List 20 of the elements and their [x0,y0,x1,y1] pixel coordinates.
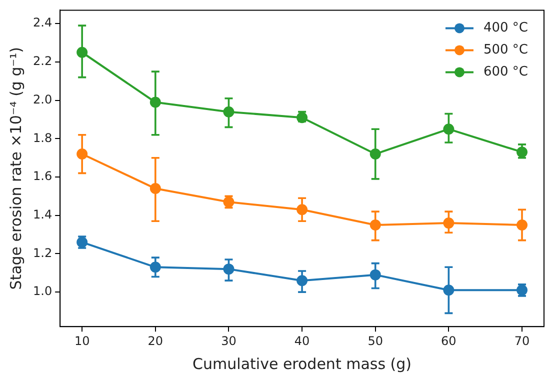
x-axis-title: Cumulative erodent mass (g) [192,354,412,373]
legend-label: 600 °C [483,64,528,80]
x-tick-label: 30 [221,334,236,348]
x-tick-label: 20 [148,334,164,348]
y-tick-label: 1.8 [32,130,52,145]
x-tick-label: 50 [368,334,384,348]
y-tick-label: 2.2 [32,54,52,68]
y-tick-label: 1.0 [32,284,52,298]
y-tick-label: 1.4 [32,208,52,222]
y-tick-label: 1.2 [32,246,52,260]
x-tick-label: 40 [294,334,310,348]
x-tick-label: 10 [74,334,90,348]
y-tick-label: 1.6 [32,169,52,184]
y-tick-label: 2.4 [32,16,52,30]
x-tick-label: 60 [441,334,456,348]
y-tick-label: 2.0 [32,92,52,106]
legend-label: 400 °C [483,20,528,36]
legend-label: 500 °C [483,42,528,58]
x-tick-label: 70 [514,334,530,348]
y-axis-title: Stage erosion rate ×10⁻⁴ (g g⁻¹) [6,46,25,290]
